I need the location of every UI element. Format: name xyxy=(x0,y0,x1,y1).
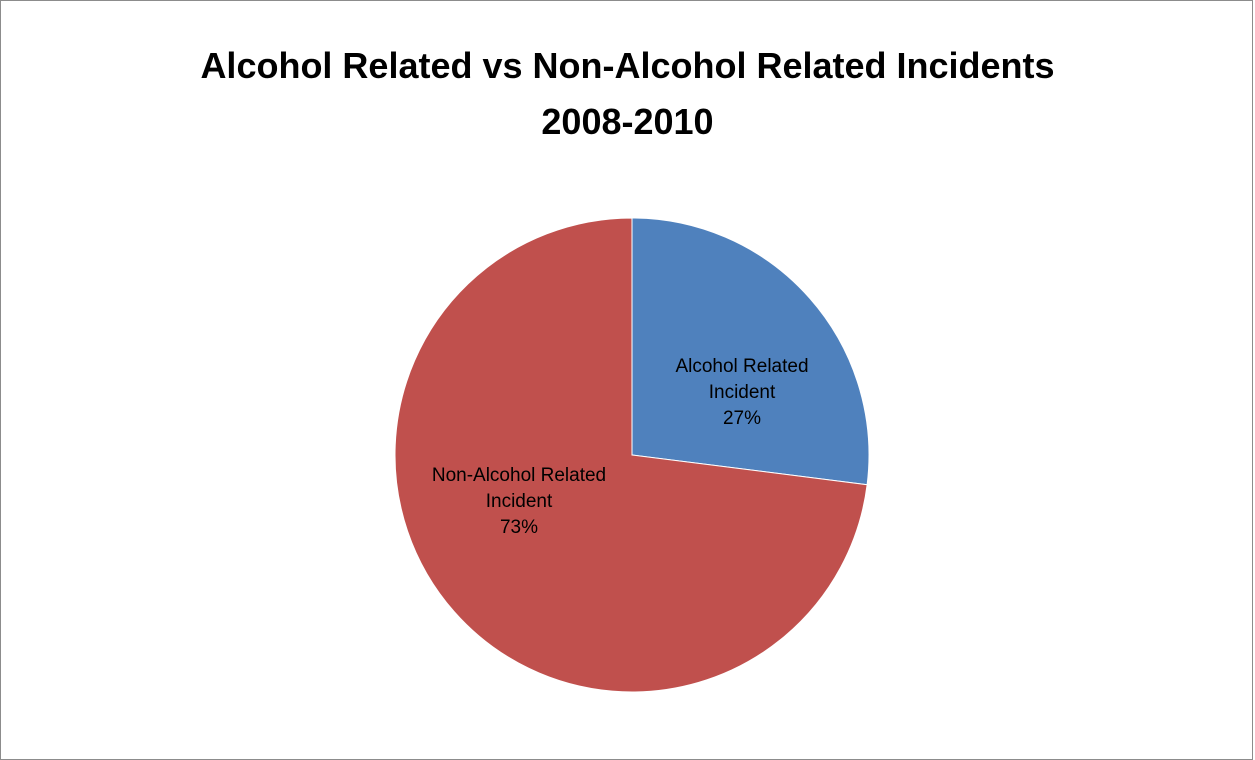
pie-slice-non-alcohol xyxy=(394,217,868,693)
data-label-name-line: Alcohol Related xyxy=(675,356,808,377)
pie-slice-alcohol xyxy=(631,217,870,486)
data-label-value: 73% xyxy=(500,517,538,538)
data-label-value: 27% xyxy=(723,408,761,429)
data-label-name-line: Non-Alcohol Related xyxy=(432,465,606,486)
chart-title: Alcohol Related vs Non-Alcohol Related I… xyxy=(0,38,1255,150)
data-label-non-alcohol: Non-Alcohol Related Incident 73% xyxy=(432,465,606,538)
chart-title-line-2: 2008-2010 xyxy=(541,101,714,142)
chart-title-line-1: Alcohol Related vs Non-Alcohol Related I… xyxy=(200,45,1055,86)
data-label-name-line: Incident xyxy=(486,491,553,512)
data-label-name-line: Incident xyxy=(709,382,776,403)
data-label-alcohol: Alcohol Related Incident 27% xyxy=(675,356,808,429)
